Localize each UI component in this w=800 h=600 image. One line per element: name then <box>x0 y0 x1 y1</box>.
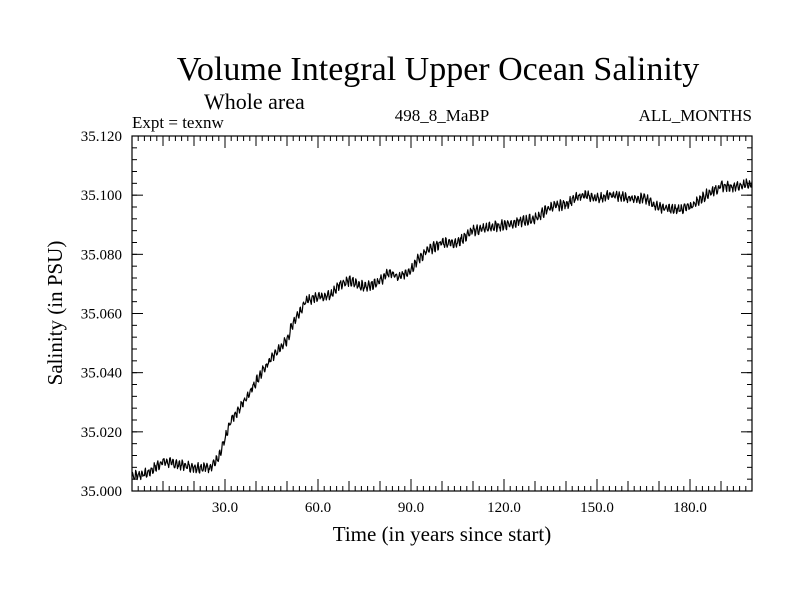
run-label: 498_8_MaBP <box>395 106 489 125</box>
x-tick-label: 60.0 <box>305 500 331 516</box>
y-tick-label: 35.060 <box>81 307 122 323</box>
tick-labels: 30.0 60.0 90.0 120.0 150.0 180.0 35.000 35.020 3… <box>81 129 707 516</box>
axis-ticks <box>132 135 752 492</box>
x-axis-label: Time (in years since start) <box>333 522 552 546</box>
y-tick-label: 35.120 <box>81 129 122 145</box>
y-tick-label: 35.040 <box>81 366 122 382</box>
y-axis-label: Salinity (in PSU) <box>43 241 67 386</box>
chart-subtitle: Whole area <box>204 89 305 114</box>
plot-frame <box>131 135 753 492</box>
months-label: ALL_MONTHS <box>639 106 752 125</box>
y-tick-label: 35.100 <box>81 188 122 204</box>
y-tick-label: 35.020 <box>81 425 122 441</box>
y-tick-label: 35.080 <box>81 247 122 263</box>
x-tick-label: 30.0 <box>212 500 238 516</box>
chart-title: Volume Integral Upper Ocean Salinity <box>177 51 699 88</box>
x-tick-label: 150.0 <box>580 500 614 516</box>
salinity-series-line <box>131 178 753 481</box>
x-tick-label: 90.0 <box>398 500 424 516</box>
y-tick-label: 35.000 <box>81 484 122 500</box>
x-tick-label: 120.0 <box>487 500 521 516</box>
series-layer <box>131 178 753 481</box>
expt-label: Expt = texnw <box>132 113 224 132</box>
x-tick-label: 180.0 <box>673 500 707 516</box>
